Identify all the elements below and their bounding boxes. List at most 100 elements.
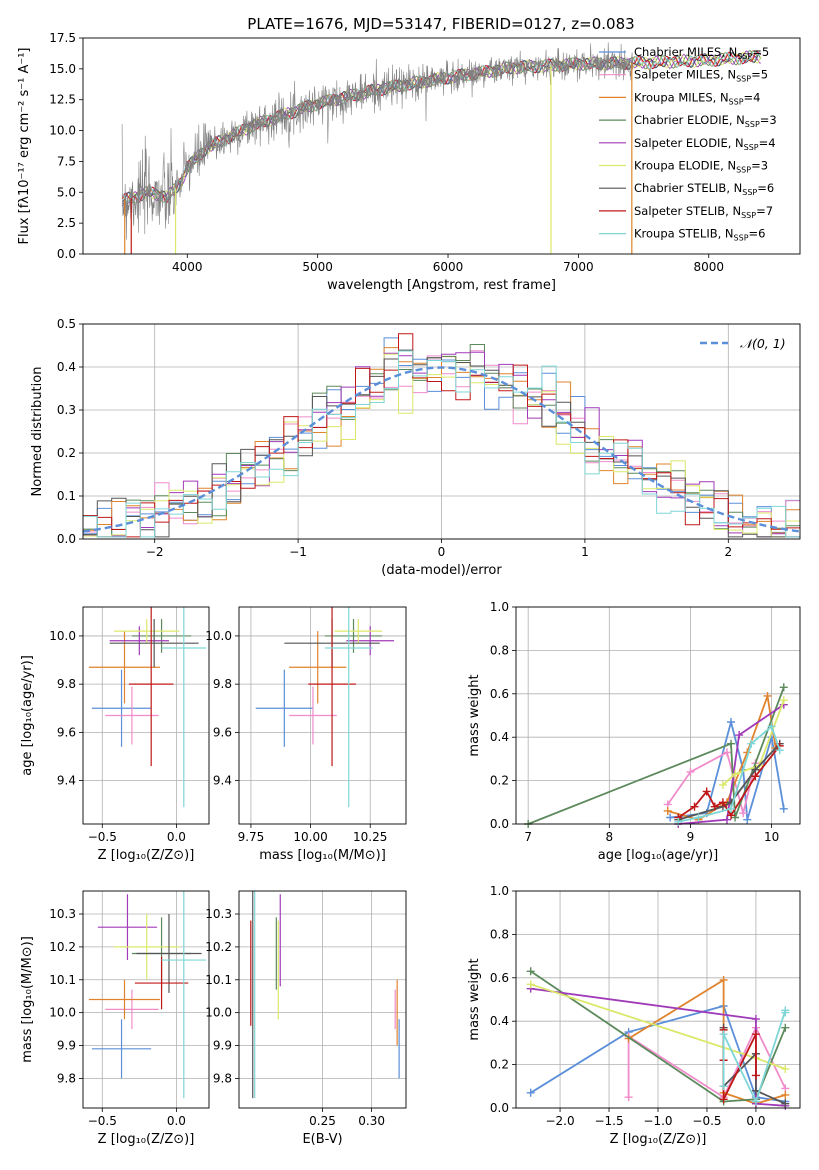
y-tick-label: 0.0 — [490, 817, 509, 831]
weight-series-line — [677, 745, 781, 819]
y-tick-label: 9.4 — [213, 774, 232, 788]
y-tick-label: 9.9 — [213, 1039, 232, 1053]
x-tick-label: 8000 — [693, 260, 724, 274]
weight-point-marker — [781, 1064, 790, 1073]
weight-point-marker — [735, 731, 744, 740]
weight-point-marker — [767, 722, 776, 731]
x-tick-label: 9.75 — [238, 830, 265, 844]
weight-point-marker — [690, 802, 699, 811]
x-tick-label: 0.25 — [309, 1114, 336, 1128]
age_vs_Z-panel: −0.5 0.0 9.4 9.6 9.8 10.0 Z [log₁₀(Z/Z⊙)] age [… — [20, 606, 210, 863]
legend-entry: Chabrier ELODIE, NSSP=3 — [634, 113, 777, 129]
y-tick-label: 9.6 — [213, 725, 232, 739]
weight-point-marker — [526, 967, 535, 976]
axes-frame — [515, 890, 801, 1109]
y-axis-label: mass [log₁₀(M/M⊙)] — [20, 936, 35, 1063]
legend-entry: Salpeter STELIB, NSSP=7 — [634, 204, 773, 220]
axes-frame — [82, 606, 210, 825]
weight-point-marker — [718, 798, 727, 807]
x-tick-label: 8 — [605, 830, 613, 844]
y-axis-label: mass weight — [467, 674, 482, 756]
y-axis-label: age [log₁₀(age/yr)] — [20, 655, 35, 776]
axes-frame — [82, 323, 801, 540]
legend-entry: Salpeter ELODIE, NSSP=4 — [634, 136, 776, 152]
y-tick-label: 5.0 — [57, 185, 76, 199]
y-tick-label: 0.3 — [57, 403, 76, 417]
x-tick-label: −1.0 — [643, 1114, 672, 1128]
weight-point-marker — [731, 770, 740, 779]
model-spectrum-line — [121, 51, 762, 203]
weight-point-marker — [526, 1088, 535, 1097]
y-tick-label: 0.4 — [490, 730, 509, 744]
axes-frame — [515, 606, 801, 825]
y-tick-label: 10.0 — [205, 629, 232, 643]
y-tick-label: 10.0 — [49, 1006, 76, 1020]
weight_vs_Z-panel: −2.0 −1.5 −1.0 −0.5 0.0 0.0 0.2 0.4 0.6 0.8 1.0 Z [… — [467, 884, 801, 1147]
normal-curve — [83, 366, 800, 533]
observed-spectrum-line — [121, 42, 634, 240]
weight-point-marker — [751, 1030, 760, 1039]
weight-point-marker — [751, 772, 760, 781]
x-tick-label: 10.25 — [353, 830, 387, 844]
spectrum-legend: Chabrier MILES, NSSP=5 Salpeter MILES, NS… — [599, 45, 777, 243]
weight-point-marker — [731, 813, 740, 822]
x-tick-label: 7000 — [563, 260, 594, 274]
spectrum-plot — [121, 42, 762, 254]
x-tick-label: 4000 — [172, 260, 203, 274]
x-tick-label: 10 — [764, 830, 779, 844]
x-tick-label: −1 — [289, 545, 307, 559]
weight-point-marker — [727, 804, 736, 813]
weight-point-marker — [775, 746, 784, 755]
y-tick-label: 0.0 — [57, 247, 76, 261]
y-tick-label: 10.2 — [49, 940, 76, 954]
y-tick-label: 9.8 — [213, 1071, 232, 1085]
weight-point-marker — [751, 1097, 760, 1106]
x-tick-label: 5000 — [302, 260, 333, 274]
weight-point-marker — [727, 718, 736, 727]
weight-point-marker — [702, 787, 711, 796]
axes-frame — [238, 890, 407, 1109]
y-tick-label: 10.0 — [49, 124, 76, 138]
y-tick-label: 0.4 — [490, 1014, 509, 1028]
y-tick-label: 0.2 — [490, 774, 509, 788]
x-tick-label: 0 — [438, 545, 446, 559]
y-tick-label: 0.8 — [490, 927, 509, 941]
weight-point-marker — [686, 767, 695, 776]
x-tick-label: 6000 — [433, 260, 464, 274]
x-tick-label: 0.0 — [167, 1114, 186, 1128]
weight-point-marker — [719, 975, 728, 984]
x-tick-label: −0.5 — [692, 1114, 721, 1128]
model-spectrum-line — [121, 50, 762, 206]
y-tick-label: 10.1 — [205, 973, 232, 987]
weight-point-marker — [666, 813, 675, 822]
weight-point-marker — [624, 1093, 633, 1102]
y-tick-label: 0.6 — [490, 971, 509, 985]
y-tick-label: 0.1 — [57, 489, 76, 503]
x-axis-label: E(B-V) — [302, 1132, 342, 1147]
x-tick-label: −2.0 — [545, 1114, 574, 1128]
y-tick-label: 10.2 — [205, 940, 232, 954]
weight_vs_age-panel: 7 8 9 10 0.0 0.2 0.4 0.6 0.8 1.0 age [log₁₀(age/yr… — [467, 600, 801, 863]
y-tick-label: 10.1 — [49, 973, 76, 987]
weight-point-marker — [722, 815, 731, 824]
y-tick-label: 1.0 — [490, 600, 509, 614]
y-tick-label: 9.4 — [57, 774, 76, 788]
weight-point-marker — [781, 1023, 790, 1032]
mass_vs_Z-panel: −0.5 0.0 9.8 9.9 10.0 10.1 10.2 10.3 Z [log₁₀(Z/… — [20, 890, 210, 1147]
figure-title: PLATE=1676, MJD=53147, FIBERID=0127, z=0… — [247, 15, 634, 33]
legend-entry: Kroupa MILES, NSSP=4 — [634, 90, 760, 106]
residual-histogram — [83, 350, 800, 539]
residuals-plot — [83, 333, 800, 539]
weight-point-marker — [779, 696, 788, 705]
weight-point-marker — [722, 748, 731, 757]
weight-point-marker — [751, 1071, 760, 1080]
mass_vs_Z-plot — [88, 891, 207, 1099]
weight-point-marker — [719, 1082, 728, 1091]
model-spectrum-line — [121, 51, 762, 204]
y-tick-label: 1.0 — [490, 884, 509, 898]
weight-point-marker — [751, 1015, 760, 1024]
x-tick-label: 10.00 — [293, 830, 327, 844]
x-axis-label: Z [log₁₀(Z/Z⊙)] — [98, 1132, 195, 1147]
y-tick-label: 10.0 — [49, 629, 76, 643]
